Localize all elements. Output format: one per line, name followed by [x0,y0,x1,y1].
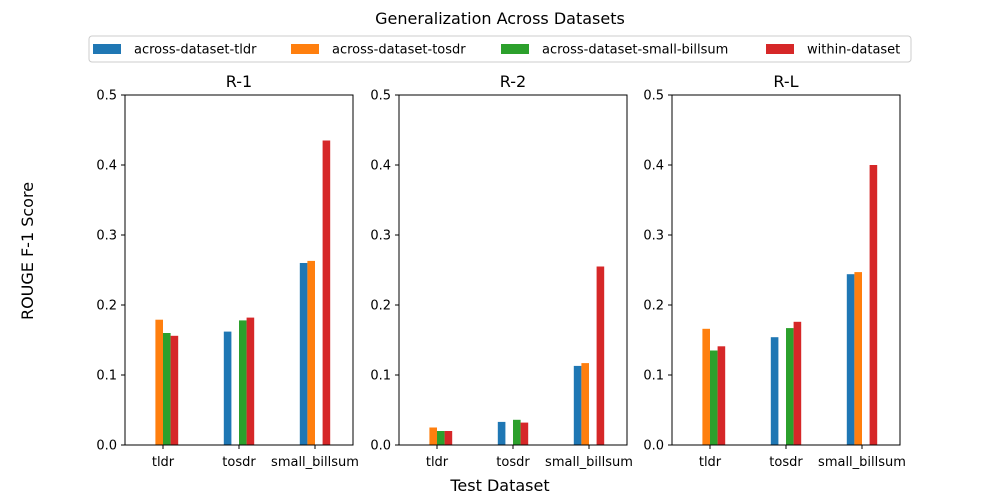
bar-within-dataset-small_billsum [596,266,605,445]
legend-entries: across-dataset-tldr across-dataset-tosdr a… [93,43,900,58]
bar-within-dataset-tldr [444,431,453,445]
legend: across-dataset-tldr across-dataset-tosdr a… [88,35,912,63]
y-tick-label: 0.1 [370,369,391,384]
y-tick-label: 0.0 [643,439,664,454]
panel-title: R-2 [500,72,526,91]
panel-title: R-L [773,72,798,91]
bar-within-dataset-tosdr [793,321,802,445]
y-tick-label: 0.4 [370,159,391,174]
y-tick-label: 0.2 [96,299,117,314]
panels: R-1 0.0 0.1 0.2 0.3 0.4 0.5 tldr tosdr small_bill… [96,72,906,470]
y-tick-label: 0.1 [643,369,664,384]
legend-swatch-across-dataset-small-billsum [501,44,529,54]
y-axis-label: ROUGE F-1 Score [18,182,37,320]
bar-across-dataset-tosdr-small_billsum [307,260,315,445]
bar-within-dataset-tosdr [520,422,529,445]
bar-across-dataset-tldr-small_billsum [573,365,582,445]
x-tick-label: small_billsum [271,455,359,470]
legend-frame [88,35,912,63]
x-tick-label: tosdr [496,455,530,470]
legend-label-across-dataset-tldr: across-dataset-tldr [134,43,257,58]
x-tick-label: tosdr [222,455,256,470]
y-tick-label: 0.3 [96,229,117,244]
y-tick-label: 0.3 [643,229,664,244]
y-tick-label: 0.5 [643,89,664,104]
bar-across-dataset-tosdr-small_billsum [581,363,589,445]
y-tick-label: 0.4 [96,159,117,174]
bar-across-dataset-tosdr-tldr [429,427,437,445]
bar-across-dataset-tldr-tosdr [770,337,779,445]
legend-swatch-within-dataset [766,44,794,54]
bar-across-dataset-tosdr-tldr [155,319,163,445]
bar-across-dataset-small-billsum-tldr [710,350,718,445]
bar-across-dataset-tosdr-small_billsum [854,272,862,445]
bar-across-dataset-small-billsum-tosdr [513,419,521,445]
y-tick-label: 0.3 [370,229,391,244]
legend-swatch-across-dataset-tldr [93,44,121,54]
bar-across-dataset-small-billsum-tosdr [239,320,247,445]
y-tick-label: 0.5 [96,89,117,104]
x-tick-label: tldr [699,455,722,470]
bar-across-dataset-small-billsum-tldr [163,333,171,445]
bar-across-dataset-tldr-tosdr [497,421,506,445]
panel-R-2: R-2 0.0 0.1 0.2 0.3 0.4 0.5 tldr tosdr small_bill… [370,72,633,470]
x-tick-label: tldr [426,455,449,470]
legend-label-across-dataset-tosdr: across-dataset-tosdr [332,43,466,58]
bar-across-dataset-tosdr-tldr [702,328,710,445]
bar-across-dataset-tldr-small_billsum [299,263,308,445]
bar-across-dataset-small-billsum-tosdr [786,328,794,445]
x-tick-label: tosdr [769,455,803,470]
y-tick-label: 0.2 [370,299,391,314]
bar-across-dataset-tldr-tosdr [223,331,232,445]
panel-R-L: R-L 0.0 0.1 0.2 0.3 0.4 0.5 tldr tosdr small_bill… [643,72,906,470]
x-tick-label: small_billsum [818,455,906,470]
y-tick-label: 0.2 [643,299,664,314]
x-axis-label: Test Dataset [449,476,549,495]
y-tick-label: 0.1 [96,369,117,384]
bar-across-dataset-small-billsum-tldr [437,431,445,445]
bar-within-dataset-small_billsum [869,165,878,445]
x-tick-label: small_billsum [545,455,633,470]
y-tick-label: 0.5 [370,89,391,104]
chart-suptitle: Generalization Across Datasets [375,9,625,28]
y-tick-label: 0.0 [96,439,117,454]
legend-label-across-dataset-small-billsum: across-dataset-small-billsum [542,43,728,58]
panel-title: R-1 [226,72,252,91]
legend-label-within-dataset: within-dataset [807,43,900,58]
x-tick-label: tldr [152,455,175,470]
axes-frame [398,94,628,446]
bar-within-dataset-tldr [170,335,179,445]
y-tick-label: 0.0 [370,439,391,454]
panel-R-1: R-1 0.0 0.1 0.2 0.3 0.4 0.5 tldr tosdr small_bill… [96,72,359,470]
y-tick-label: 0.4 [643,159,664,174]
legend-swatch-across-dataset-tosdr [291,44,319,54]
bar-within-dataset-tosdr [246,317,255,445]
bar-within-dataset-tldr [717,346,726,445]
bar-within-dataset-small_billsum [322,140,331,445]
bar-across-dataset-tldr-small_billsum [846,274,855,445]
